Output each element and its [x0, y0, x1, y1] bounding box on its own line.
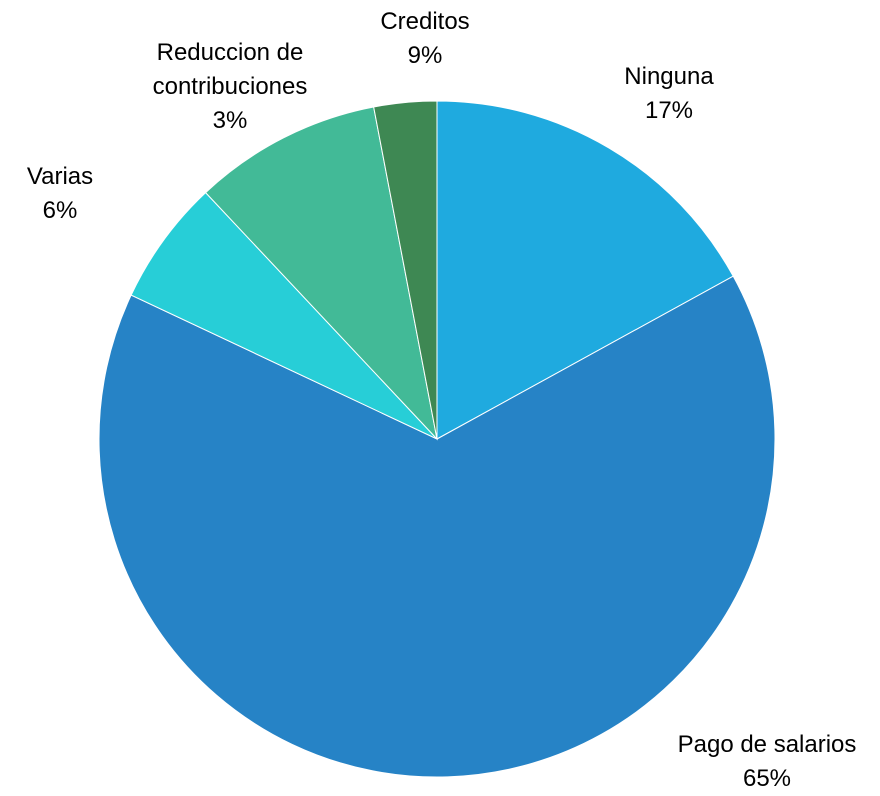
- pie-slice: [373, 100, 438, 440]
- slice-label: Ninguna 17%: [569, 60, 769, 128]
- slice-label: Varias 6%: [5, 160, 115, 228]
- pie-slice: [98, 275, 776, 778]
- value-label: 17%: [644, 97, 694, 124]
- pie-slice: [204, 106, 438, 441]
- category-name: Pago de salarios: [677, 731, 857, 758]
- value-label: 65%: [742, 765, 792, 792]
- value-label: 9%: [407, 42, 443, 69]
- pie-slice: [436, 100, 734, 440]
- category-name: Ninguna: [624, 63, 714, 90]
- category-name: Varias: [26, 163, 94, 190]
- slice-label: Pago de salarios 65%: [657, 728, 877, 796]
- category-name: Creditos: [380, 8, 470, 35]
- value-label: 6%: [42, 197, 78, 224]
- value-label: 3%: [212, 107, 248, 134]
- pie-slice: [130, 191, 438, 440]
- slice-label: Creditos 9%: [350, 5, 500, 73]
- slice-label: Reduccion de contribuciones 3%: [130, 36, 330, 138]
- category-name: Reduccion de contribuciones: [152, 39, 308, 100]
